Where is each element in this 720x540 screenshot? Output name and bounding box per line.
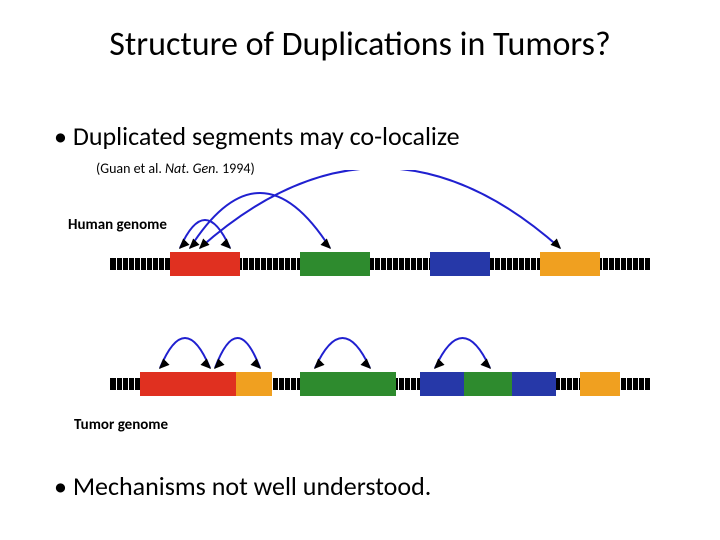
bullet-mechanisms: • Mechanisms not well understood. bbox=[54, 470, 431, 502]
label-tumor-genome: Tumor genome bbox=[74, 416, 168, 434]
slide-title: Structure of Duplications in Tumors? bbox=[0, 24, 720, 65]
bullet-colocalize: • Duplicated segments may co-localize bbox=[54, 120, 460, 152]
tumor-genome-diagram bbox=[100, 320, 660, 410]
human-genome-diagram bbox=[100, 170, 660, 290]
